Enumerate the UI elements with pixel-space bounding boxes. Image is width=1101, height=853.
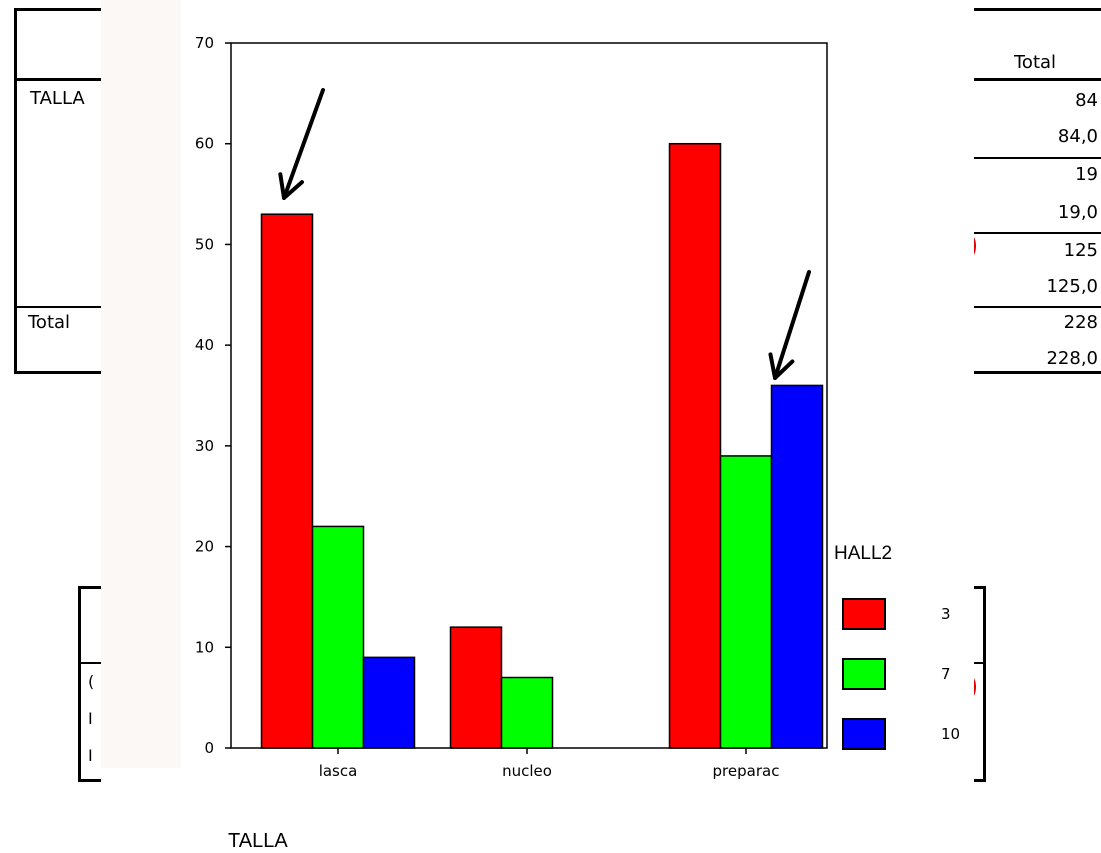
legend-swatch — [842, 658, 886, 690]
legend-swatch — [842, 598, 886, 630]
annotation-arrowhead — [278, 172, 304, 200]
total-cell: 84 — [1075, 90, 1098, 111]
legend-label: 10 — [941, 725, 961, 743]
y-tick-label: 30 — [195, 437, 214, 455]
row-rule — [970, 157, 1101, 159]
total-cell: 125 — [1063, 240, 1098, 261]
lower-table-rule — [78, 662, 108, 664]
total-cell: 84,0 — [1057, 126, 1098, 147]
legend-swatch — [842, 718, 886, 750]
lower-table-letter: ( — [88, 672, 95, 691]
y-tick-label: 0 — [204, 739, 214, 757]
legend-label: 3 — [941, 605, 951, 623]
red-circle-mark — [966, 676, 976, 698]
row-rule — [970, 232, 1101, 234]
x-tick-label: nucleo — [502, 762, 552, 780]
bar-preparac-7 — [719, 455, 773, 749]
bar-chart: 0 10 20 30 40 50 60 70 lasca nucleo preparac — [195, 34, 828, 780]
annotation-arrow — [282, 88, 325, 200]
y-tick-label: 40 — [195, 336, 214, 354]
y-tick-label: 60 — [195, 135, 214, 153]
row-label-talla: TALLA — [30, 88, 85, 109]
bar-lasca-7 — [311, 525, 365, 749]
y-tick-label: 20 — [195, 538, 214, 556]
total-cell: 228 — [1063, 312, 1098, 333]
legend-label: 7 — [941, 665, 951, 683]
legend-item-3: 3 — [842, 598, 972, 634]
legend-item-7: 7 — [842, 658, 972, 694]
x-tick-label: preparac — [713, 762, 780, 780]
total-cell: 228,0 — [1046, 348, 1098, 369]
bar-nucleo-7 — [500, 676, 554, 749]
lower-table-letter: I — [88, 746, 93, 765]
total-cell: 19,0 — [1057, 202, 1098, 223]
legend-title: HALL2 — [834, 543, 893, 564]
annotation-arrowhead — [768, 352, 795, 380]
bar-preparac-10 — [770, 384, 824, 749]
x-tick-label: lasca — [319, 762, 358, 780]
row-label-total: Total — [28, 312, 71, 333]
total-cell: 19 — [1075, 164, 1098, 185]
bar-lasca-3 — [260, 213, 314, 749]
total-cell: 125,0 — [1046, 276, 1098, 297]
bar-preparac-3 — [668, 142, 722, 749]
bar-nucleo-3 — [449, 626, 503, 749]
lower-table-bracket-left — [78, 586, 104, 782]
total-column-header: Total — [1014, 52, 1057, 73]
y-tick-label: 50 — [195, 235, 214, 253]
panel-shadow-strip — [101, 0, 181, 768]
lower-table-letter: I — [88, 709, 93, 728]
bar-chart-panel: 0 10 20 30 40 50 60 70 lasca nucleo preparac HALL2… — [101, 0, 974, 853]
x-axis-title: TALLA — [228, 830, 288, 852]
red-circle-mark — [966, 235, 976, 257]
y-tick-label: 70 — [195, 34, 214, 52]
legend-item-10: 10 — [842, 718, 972, 754]
annotation-arrow — [773, 270, 811, 380]
bar-lasca-10 — [362, 656, 416, 749]
y-tick-label: 10 — [195, 638, 214, 656]
